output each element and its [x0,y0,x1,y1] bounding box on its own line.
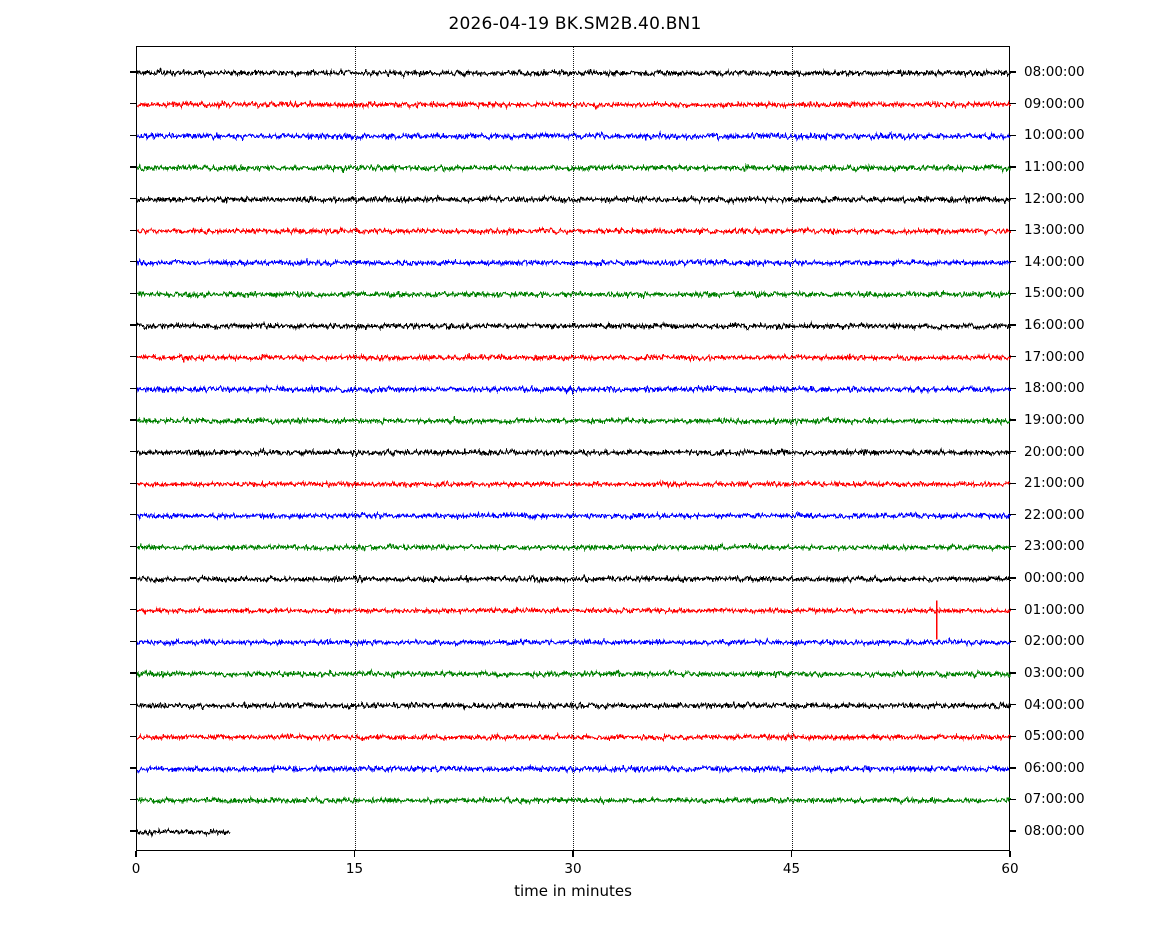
x-tick-label-1: 15 [345,861,364,877]
y-tick-mark-left-14 [130,514,137,516]
y-tick-mark-left-16 [130,577,137,579]
y-tick-label-right-15: 23:00:00 [1024,538,1085,555]
x-axis-label: time in minutes [514,882,632,900]
x-tick-label-0: 0 [131,861,141,877]
y-tick-mark-left-21 [130,735,137,737]
y-tick-mark-left-6 [130,261,137,263]
y-tick-mark-right-6 [1009,261,1016,263]
x-tick-label-2: 30 [564,861,582,877]
y-tick-mark-left-24 [130,830,137,832]
gridline-30min [573,47,574,850]
y-tick-mark-right-16 [1009,577,1016,579]
x-tick-label-4: 60 [1001,861,1019,877]
y-tick-mark-left-23 [130,798,137,801]
y-tick-mark-right-10 [1009,387,1016,389]
y-tick-label-right-5: 13:00:00 [1024,222,1085,239]
y-tick-mark-right-15 [1009,545,1016,548]
y-tick-mark-right-20 [1009,703,1016,706]
y-tick-mark-right-9 [1009,356,1016,358]
y-tick-mark-left-12 [130,450,137,453]
x-tick-mark-0 [135,851,137,857]
x-tick-label-3: 45 [782,861,801,877]
y-tick-mark-left-13 [130,482,137,484]
y-tick-mark-left-17 [130,609,137,611]
y-tick-mark-right-21 [1009,735,1016,737]
y-tick-mark-left-10 [130,387,137,389]
y-tick-mark-right-17 [1009,609,1016,611]
y-tick-label-right-23: 07:00:00 [1024,791,1085,808]
y-tick-mark-right-3 [1009,166,1016,168]
x-tick-mark-2 [572,851,574,857]
y-tick-label-right-3: 11:00:00 [1024,158,1085,175]
y-tick-mark-right-22 [1009,767,1016,769]
y-tick-label-right-18: 02:00:00 [1024,633,1085,650]
y-tick-mark-left-22 [130,767,137,769]
y-tick-mark-left-9 [130,356,137,358]
y-tick-label-right-8: 16:00:00 [1024,317,1085,334]
y-tick-label-right-14: 22:00:00 [1024,506,1085,523]
y-tick-mark-right-24 [1009,830,1016,832]
y-tick-mark-right-11 [1009,419,1016,421]
y-tick-label-right-17: 01:00:00 [1024,601,1085,618]
page-title: 2026-04-19 BK.SM2B.40.BN1 [448,14,702,34]
y-tick-mark-right-0 [1009,71,1016,73]
y-tick-label-right-21: 05:00:00 [1024,728,1085,745]
y-tick-label-right-13: 21:00:00 [1024,475,1085,492]
y-tick-mark-right-5 [1009,229,1016,231]
y-tick-label-right-11: 19:00:00 [1024,411,1085,428]
y-tick-mark-right-8 [1009,324,1016,326]
y-tick-mark-left-3 [130,166,137,168]
y-tick-mark-right-12 [1009,450,1016,453]
y-tick-mark-right-4 [1009,197,1016,200]
y-tick-mark-left-18 [130,640,137,642]
y-tick-label-right-12: 20:00:00 [1024,443,1085,460]
y-tick-mark-left-5 [130,229,137,231]
y-tick-mark-left-20 [130,703,137,706]
y-tick-mark-right-7 [1009,292,1016,295]
y-tick-mark-left-8 [130,324,137,326]
y-tick-label-right-16: 00:00:00 [1024,570,1085,587]
y-tick-label-right-2: 10:00:00 [1024,127,1085,144]
y-tick-mark-left-15 [130,545,137,548]
x-tick-mark-4 [1009,851,1011,857]
x-tick-mark-3 [790,851,793,857]
y-tick-mark-right-13 [1009,482,1016,484]
y-tick-mark-right-19 [1009,672,1016,674]
trace-row-24 [137,827,231,838]
y-tick-label-right-7: 15:00:00 [1024,285,1085,302]
y-tick-mark-right-23 [1009,798,1016,801]
y-tick-label-right-22: 06:00:00 [1024,759,1085,776]
y-tick-mark-right-1 [1009,102,1016,105]
y-tick-label-right-9: 17:00:00 [1024,348,1085,365]
y-tick-label-right-20: 04:00:00 [1024,696,1085,713]
y-tick-mark-right-14 [1009,514,1016,516]
y-tick-label-right-19: 03:00:00 [1024,664,1085,681]
y-tick-label-right-24: 08:00:00 [1024,823,1085,840]
y-tick-label-right-1: 09:00:00 [1024,95,1085,112]
y-tick-mark-left-11 [130,419,137,421]
x-tick-mark-1 [353,851,356,857]
y-tick-mark-right-18 [1009,640,1016,642]
y-tick-label-right-0: 08:00:00 [1024,64,1085,80]
gridline-45min [791,47,793,850]
y-tick-mark-left-4 [130,197,137,200]
y-tick-mark-left-2 [130,134,137,136]
y-tick-mark-left-19 [130,672,137,674]
y-tick-label-right-6: 14:00:00 [1024,253,1085,270]
gridline-15min [354,47,356,850]
y-tick-label-right-4: 12:00:00 [1024,190,1085,207]
y-tick-mark-left-7 [130,292,137,295]
y-tick-mark-left-0 [130,71,137,73]
seismic-traces [137,67,1011,838]
y-tick-mark-right-2 [1009,134,1016,136]
y-tick-label-right-10: 18:00:00 [1024,380,1085,397]
y-tick-mark-left-1 [130,102,137,105]
